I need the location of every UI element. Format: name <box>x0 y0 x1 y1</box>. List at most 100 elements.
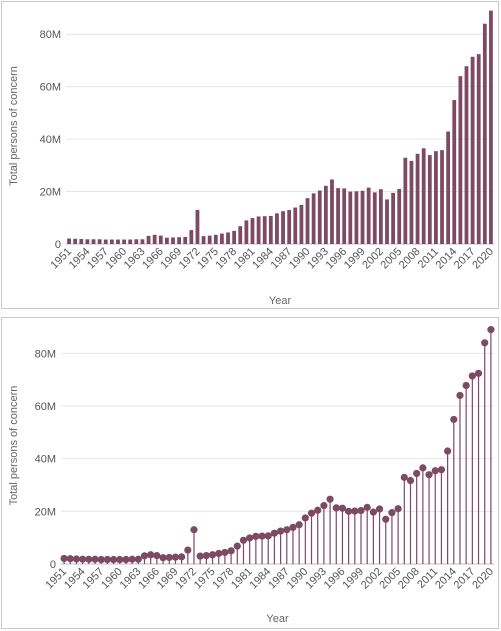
data-point[interactable] <box>425 471 433 479</box>
bar[interactable] <box>348 191 353 244</box>
bar[interactable] <box>489 10 493 244</box>
bar[interactable] <box>434 151 438 244</box>
data-point[interactable] <box>208 551 217 559</box>
bar[interactable] <box>470 56 475 245</box>
data-point[interactable] <box>91 555 99 563</box>
bar[interactable] <box>91 239 96 244</box>
data-point[interactable] <box>264 532 272 540</box>
bar[interactable] <box>116 239 120 244</box>
data-point[interactable] <box>66 555 74 563</box>
bar[interactable] <box>158 235 163 244</box>
bar[interactable] <box>366 187 371 244</box>
data-point[interactable] <box>116 555 124 564</box>
data-point[interactable] <box>307 509 316 517</box>
data-point[interactable] <box>147 551 155 559</box>
bar[interactable] <box>317 190 322 244</box>
bar[interactable] <box>409 160 414 244</box>
data-point[interactable] <box>419 464 427 472</box>
bar[interactable] <box>421 148 426 244</box>
bar[interactable] <box>97 239 102 244</box>
bar[interactable] <box>372 192 377 244</box>
bar[interactable] <box>85 239 90 244</box>
bar[interactable] <box>128 239 133 244</box>
bar[interactable] <box>378 189 383 244</box>
data-point[interactable] <box>295 521 303 529</box>
data-point[interactable] <box>369 508 377 516</box>
data-point[interactable] <box>85 555 93 563</box>
data-point[interactable] <box>109 555 118 564</box>
data-point[interactable] <box>134 555 142 563</box>
data-point[interactable] <box>221 548 229 557</box>
bar[interactable] <box>195 209 200 244</box>
data-point[interactable] <box>171 553 180 561</box>
bar[interactable] <box>391 192 396 244</box>
data-point[interactable] <box>326 495 334 503</box>
data-point[interactable] <box>375 505 384 513</box>
data-point[interactable] <box>431 467 439 475</box>
data-point[interactable] <box>413 469 421 478</box>
data-point[interactable] <box>394 505 402 513</box>
data-point[interactable] <box>406 476 415 485</box>
bar[interactable] <box>323 185 328 244</box>
data-point[interactable] <box>345 507 353 515</box>
data-point[interactable] <box>283 526 291 534</box>
bar[interactable] <box>79 239 84 244</box>
data-point[interactable] <box>456 391 464 400</box>
bar[interactable] <box>207 235 212 244</box>
bar[interactable] <box>220 233 224 244</box>
bar[interactable] <box>360 190 365 244</box>
bar[interactable] <box>134 239 139 244</box>
data-point[interactable] <box>351 507 359 515</box>
bar[interactable] <box>482 23 487 244</box>
data-point[interactable] <box>97 555 105 564</box>
bar[interactable] <box>397 188 402 244</box>
data-point[interactable] <box>270 529 279 537</box>
data-point[interactable] <box>468 372 476 380</box>
data-point[interactable] <box>388 509 396 517</box>
data-point[interactable] <box>239 536 248 544</box>
data-point[interactable] <box>450 415 458 424</box>
bar[interactable] <box>67 238 71 244</box>
bar[interactable] <box>281 211 285 244</box>
bar[interactable] <box>250 218 255 244</box>
bar[interactable] <box>256 216 261 244</box>
bar[interactable] <box>385 199 389 244</box>
data-point[interactable] <box>289 523 297 531</box>
bar[interactable] <box>171 237 175 244</box>
bar[interactable] <box>427 155 432 244</box>
data-point[interactable] <box>196 552 204 560</box>
bar[interactable] <box>305 198 310 244</box>
bar[interactable] <box>238 226 243 244</box>
data-point[interactable] <box>363 503 371 511</box>
data-point[interactable] <box>462 381 470 390</box>
bar[interactable] <box>446 131 451 244</box>
bar[interactable] <box>244 220 249 244</box>
bar[interactable] <box>476 54 481 245</box>
bar[interactable] <box>73 238 78 244</box>
bar[interactable] <box>293 207 298 244</box>
data-point[interactable] <box>165 553 173 562</box>
bar[interactable] <box>109 239 114 244</box>
bar[interactable] <box>440 150 444 244</box>
data-point[interactable] <box>140 552 149 560</box>
data-point[interactable] <box>227 547 235 555</box>
data-point[interactable] <box>233 542 241 550</box>
bar[interactable] <box>152 234 157 244</box>
bar[interactable] <box>299 204 304 244</box>
bar[interactable] <box>330 179 334 244</box>
data-point[interactable] <box>72 555 81 563</box>
bar[interactable] <box>122 239 126 244</box>
data-point[interactable] <box>252 532 260 540</box>
bar[interactable] <box>464 66 469 244</box>
bar[interactable] <box>189 230 194 244</box>
data-point[interactable] <box>444 447 452 455</box>
data-point[interactable] <box>128 555 136 563</box>
data-point[interactable] <box>184 546 192 554</box>
data-point[interactable] <box>357 506 365 515</box>
data-point[interactable] <box>178 553 186 561</box>
bar[interactable] <box>342 188 347 244</box>
bar[interactable] <box>452 100 457 244</box>
data-point[interactable] <box>60 554 68 563</box>
bar[interactable] <box>336 188 340 244</box>
bar[interactable] <box>403 157 408 244</box>
